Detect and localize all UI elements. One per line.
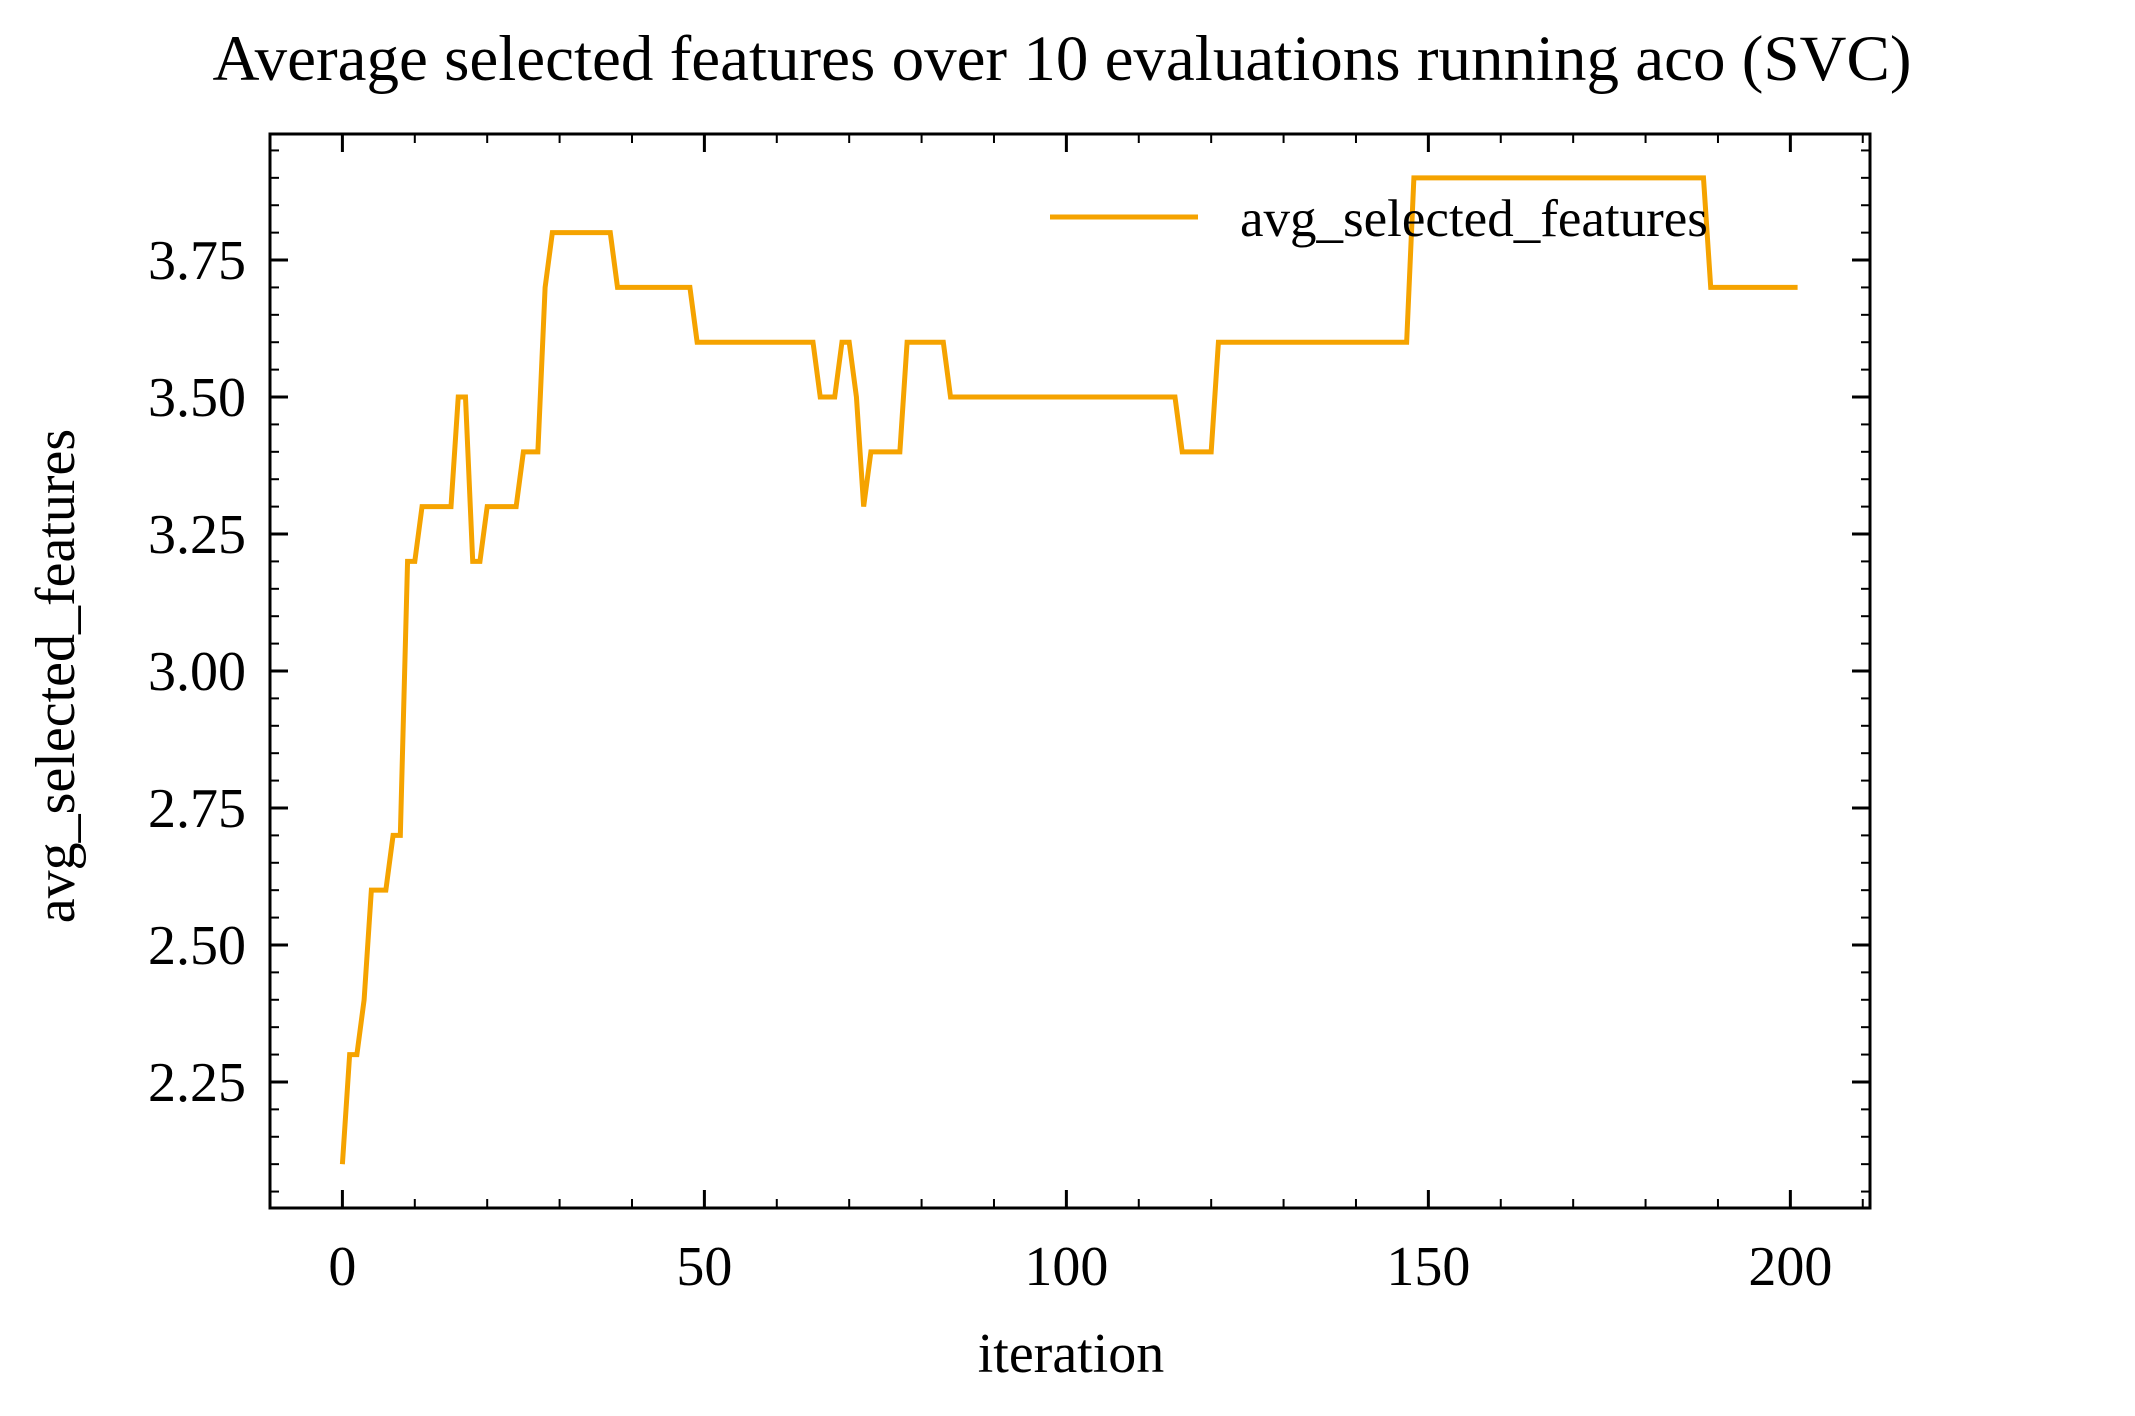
legend-label: avg_selected_features [1240,190,1708,248]
y-tick-label: 3.50 [148,367,246,429]
y-tick-label: 3.75 [148,230,246,292]
x-axis-label: iteration [978,1323,1165,1385]
x-tick-label: 200 [1748,1236,1832,1298]
plot-area [339,175,1798,1165]
y-axis-label: avg_selected_features [25,429,87,923]
y-tick-label: 2.25 [148,1052,246,1114]
y-tick-label: 2.50 [148,915,246,977]
tick-labels: 0 50 100 150 200 2.25 2.50 2.75 3.00 3.25 3.50 3.75 [148,230,1832,1298]
chart-title: Average selected features over 10 evalua… [213,23,1912,95]
series-line-avg-selected-features [339,175,1798,1165]
x-tick-label: 0 [328,1236,356,1298]
y-tick-label: 2.75 [148,778,246,840]
x-tick-label: 100 [1024,1236,1108,1298]
plot-frame [268,132,1872,1210]
y-tick-label: 3.25 [148,504,246,566]
legend: avg_selected_features [1050,190,1708,248]
x-tick-label: 50 [676,1236,732,1298]
y-tick-label: 3.00 [148,641,246,703]
x-tick-label: 150 [1386,1236,1470,1298]
